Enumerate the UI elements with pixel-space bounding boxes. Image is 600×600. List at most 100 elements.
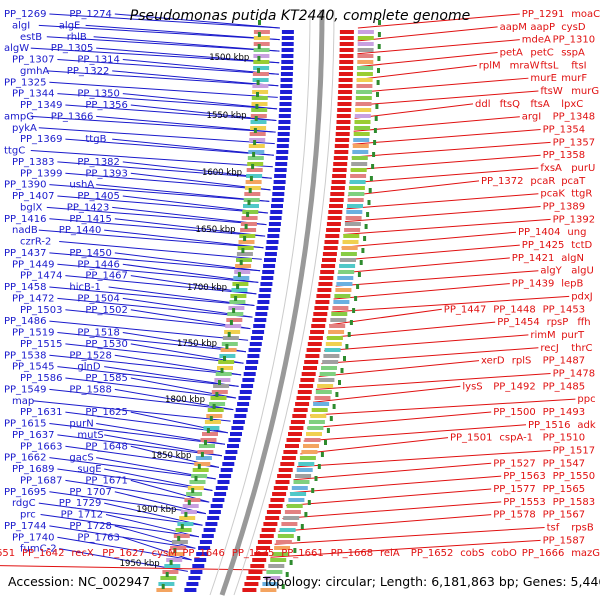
left-label-link [105,514,200,538]
feature-track-right [344,228,361,232]
feature-track-left [237,246,254,250]
right-gene-label: petC [530,48,553,59]
right-gene-label: PP_1527 [493,458,536,469]
feature-track-left [162,570,179,574]
feature-track-left [215,372,232,376]
right-label-link [326,321,496,339]
reverse-strand-gene [256,306,269,310]
forward-strand-gene [301,372,316,376]
right-gene-label: murE [530,73,557,84]
feature-track-left [191,474,208,478]
marker-right [363,236,367,241]
left-gene-label: PP_1504 [77,293,120,304]
feature-track-left [253,54,270,58]
backbone-inner-ring [209,10,311,596]
forward-strand-gene [333,156,348,160]
right-label-link [0,565,267,571]
right-gene-label: cysM [152,548,177,559]
left-gene-label: PP_1631 [20,407,63,418]
reverse-strand-gene [223,456,236,460]
left-label-link [65,377,237,399]
feature-track-right [295,474,312,478]
reverse-strand-gene [241,384,254,388]
left-gene-label: PP_1356 [85,100,128,111]
reverse-strand-gene [242,378,255,382]
marker-right [357,272,361,277]
right-gene-label: PP_1421 [512,253,555,264]
forward-strand-gene [315,300,330,304]
left-label-link [112,70,279,87]
left-gene-label: PP_1740 [12,532,55,543]
right-gene-label: PP_1501 [450,433,493,444]
feature-track-right [298,462,315,466]
feature-track-left [251,96,268,100]
feature-track-right [326,336,343,340]
right-gene-label: adk [577,420,595,431]
feature-track-right [346,210,363,214]
reverse-strand-gene [280,84,293,88]
marker-right [371,164,375,169]
left-gene-label: fumC-2 [20,544,57,555]
forward-strand-gene [250,564,265,568]
forward-strand-gene [304,360,319,364]
forward-strand-gene [318,282,333,286]
marker-left [252,152,256,157]
forward-strand-gene [323,246,338,250]
right-gene-label: ftsL [540,60,558,71]
left-gene-label: PP_1382 [77,157,120,168]
feature-track-left [177,522,194,526]
left-label-link [122,59,279,75]
forward-strand-gene [312,318,327,322]
marker-left [191,488,195,493]
right-gene-label: PP_1448 [493,304,536,315]
forward-strand-gene [339,42,354,46]
right-label-link [354,103,474,119]
feature-track-left [175,528,192,532]
feature-track-left [238,240,255,244]
feature-track-right [270,558,287,562]
marker-right [361,248,365,253]
reverse-strand-gene [265,246,278,250]
forward-strand-gene [296,396,311,400]
left-label-link [104,502,203,526]
feature-track-left [250,114,267,118]
feature-track-left [236,252,253,256]
left-gene-label: rdgC [12,498,36,509]
feature-track-left [203,426,220,430]
reverse-strand-gene [274,174,287,178]
feature-track-right [293,480,310,484]
feature-track-right [357,54,374,58]
marker-left [258,20,261,25]
feature-track-left [231,288,248,292]
right-gene-label: PP_1354 [543,125,586,136]
feature-track-right [328,330,345,334]
reverse-strand-gene [188,576,201,580]
reverse-strand-gene [220,468,233,472]
feature-track-left [213,384,230,388]
left-gene-label: PP_1450 [69,248,112,259]
feature-track-left [243,204,259,208]
feature-track-left [218,360,235,364]
feature-track-right [340,252,357,256]
left-label-link [49,423,225,445]
right-gene-label: PP_1651 [0,548,15,559]
marker-left [244,224,248,229]
marker-right [343,356,346,361]
feature-track-left [241,216,258,220]
forward-strand-gene [242,588,257,592]
left-label-link [57,332,246,353]
left-label-link [57,93,278,110]
marker-left [204,440,207,445]
feature-track-left [210,396,227,400]
left-gene-label: PP_1528 [69,350,112,361]
feature-track-right [330,318,347,322]
marker-left [251,164,255,169]
right-gene-label: pdxJ [571,291,593,302]
right-label-link [286,488,492,507]
left-label-link [122,93,278,110]
feature-track-right [356,72,373,76]
feature-track-left [240,222,257,226]
left-label-link [30,47,280,64]
marker-right [377,44,381,49]
